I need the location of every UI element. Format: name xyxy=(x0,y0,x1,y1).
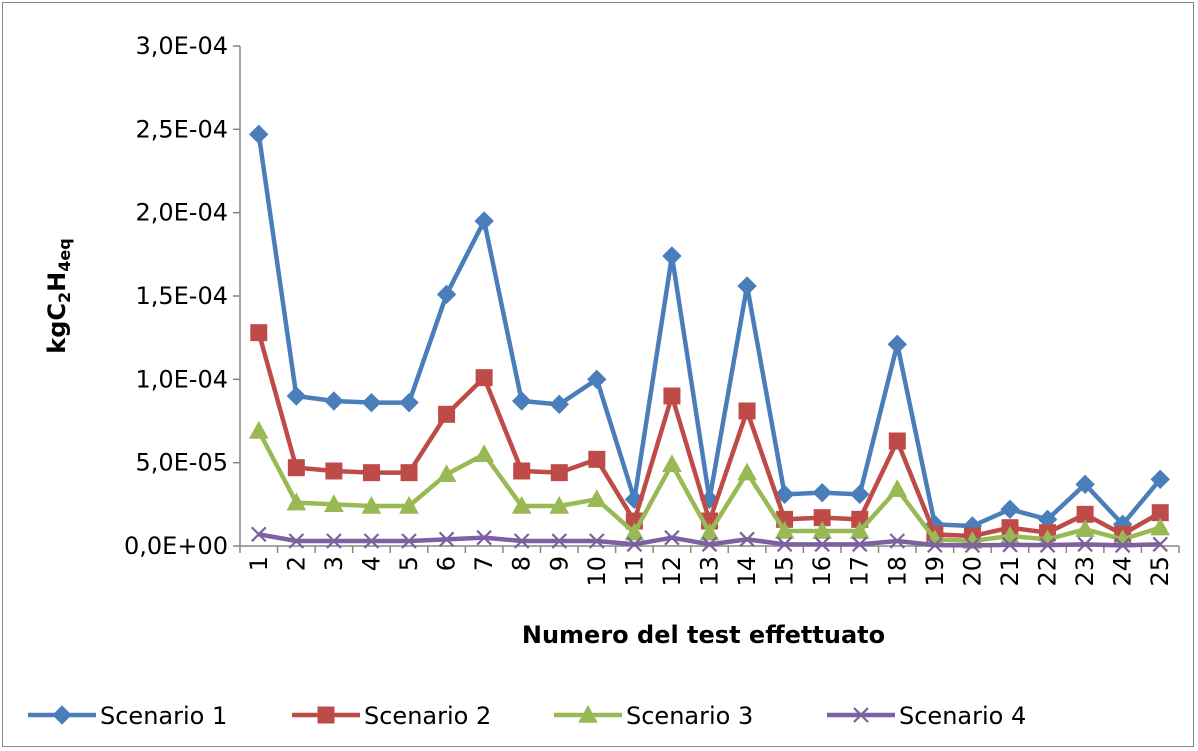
data-point xyxy=(664,388,680,404)
y-axis-title-sub2: 4eq xyxy=(55,238,74,271)
data-point xyxy=(251,325,267,341)
legend-label: Scenario 2 xyxy=(364,702,491,730)
y-tick-label: 0,0E+00 xyxy=(124,532,228,560)
data-point xyxy=(363,465,379,481)
legend-marker xyxy=(53,706,71,724)
y-tick-label: 3,0E-04 xyxy=(135,32,228,60)
legend-marker xyxy=(318,707,334,723)
data-point xyxy=(288,460,304,476)
y-tick-label: 5,0E-05 xyxy=(135,449,228,477)
x-tick-label: 3 xyxy=(320,556,348,571)
data-point xyxy=(888,335,906,353)
legend-label: Scenario 4 xyxy=(899,702,1026,730)
data-point xyxy=(589,451,605,467)
data-point xyxy=(401,465,417,481)
legend-item-1: Scenario 1 xyxy=(28,702,227,730)
legend-item-3: Scenario 3 xyxy=(554,702,753,730)
y-axis-title-sub1: 2 xyxy=(55,292,74,303)
series-2 xyxy=(251,325,1168,544)
y-axis-title: kgC2H4eq xyxy=(43,238,74,353)
x-tick-label: 19 xyxy=(921,556,949,587)
x-tick-label: 20 xyxy=(958,556,986,587)
x-tick-label: 13 xyxy=(696,556,724,587)
x-tick-label: 4 xyxy=(357,556,385,571)
data-point xyxy=(738,277,756,295)
x-tick-label: 18 xyxy=(883,556,911,587)
x-tick-label: 6 xyxy=(433,556,461,571)
x-tick-label: 16 xyxy=(808,556,836,587)
data-point xyxy=(813,484,831,502)
x-tick-label: 9 xyxy=(545,556,573,571)
data-point xyxy=(738,464,756,480)
series-line xyxy=(259,134,1160,526)
legend-item-4: Scenario 4 xyxy=(827,702,1026,730)
y-tick-label: 1,5E-04 xyxy=(135,282,228,310)
x-tick-label: 17 xyxy=(846,556,874,587)
data-point xyxy=(326,463,342,479)
y-tick-label: 2,0E-04 xyxy=(135,199,228,227)
data-point xyxy=(250,422,268,438)
x-tick-label: 8 xyxy=(508,556,536,571)
data-point xyxy=(663,247,681,265)
y-tick-label: 1,0E-04 xyxy=(135,365,228,393)
x-tick-label: 5 xyxy=(395,556,423,571)
x-tick-label: 21 xyxy=(996,556,1024,587)
x-tick-label: 7 xyxy=(470,556,498,571)
legend-label: Scenario 3 xyxy=(626,702,753,730)
data-point xyxy=(325,392,343,410)
y-tick-label: 2,5E-04 xyxy=(135,115,228,143)
data-point xyxy=(739,403,755,419)
y-axis-title-mid: H xyxy=(43,272,71,292)
series-layer xyxy=(250,125,1169,552)
x-tick-label: 22 xyxy=(1034,556,1062,587)
data-point xyxy=(250,125,268,143)
line-chart: 0,0E+00 5,0E-05 1,0E-04 1,5E-04 2,0E-04 2,5E-… xyxy=(3,3,1195,748)
data-point xyxy=(514,463,530,479)
legend: Scenario 1 Scenario 2 Scenario 3 Scenario 4 xyxy=(28,702,1026,730)
data-point xyxy=(438,285,456,303)
data-point xyxy=(287,387,305,405)
x-tick-label: 24 xyxy=(1109,556,1137,587)
x-tick-label: 12 xyxy=(658,556,686,587)
x-tick-label: 14 xyxy=(733,556,761,587)
x-axis-title: Numero del test effettuato xyxy=(522,621,885,649)
data-point xyxy=(1001,500,1019,518)
x-tick-label: 15 xyxy=(771,556,799,587)
data-point xyxy=(362,394,380,412)
y-axis-title-base: kgC xyxy=(43,303,71,354)
data-point xyxy=(851,485,869,503)
data-point xyxy=(513,392,531,410)
x-tick-label: 25 xyxy=(1146,556,1174,587)
data-point xyxy=(439,406,455,422)
data-point xyxy=(889,433,905,449)
data-point xyxy=(663,455,681,471)
data-point xyxy=(475,445,493,461)
x-tick-label: 23 xyxy=(1071,556,1099,587)
x-tick-label: 10 xyxy=(583,556,611,587)
legend-label: Scenario 1 xyxy=(100,702,227,730)
data-point xyxy=(476,370,492,386)
x-tick-label: 2 xyxy=(282,556,310,571)
data-point xyxy=(888,480,906,496)
x-tick-label: 11 xyxy=(620,556,648,587)
data-point xyxy=(551,465,567,481)
data-point xyxy=(400,394,418,412)
legend-item-2: Scenario 2 xyxy=(292,702,491,730)
data-point xyxy=(475,212,493,230)
x-tick-label: 1 xyxy=(245,556,273,571)
